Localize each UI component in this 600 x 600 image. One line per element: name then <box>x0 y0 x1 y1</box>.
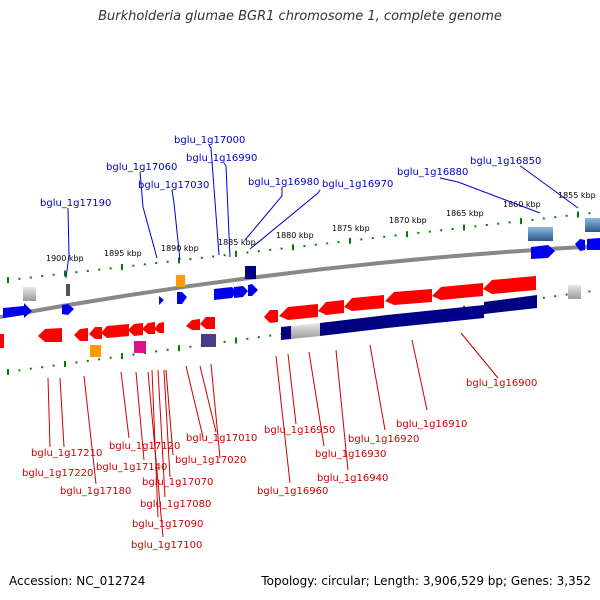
gene-label[interactable]: bglu_1g16960 <box>257 486 328 497</box>
gene-arrow-blue[interactable] <box>3 303 32 318</box>
gene-arrow-red[interactable] <box>200 317 215 329</box>
gene-label[interactable]: bglu_1g16970 <box>322 179 393 190</box>
gene-arrow-blue[interactable] <box>234 286 248 298</box>
gene-label[interactable]: bglu_1g17120 <box>109 441 180 452</box>
gene-block-grey-right[interactable] <box>568 285 581 299</box>
scale-label-1870: 1870 kbp <box>389 216 427 225</box>
scale-ticks-outer <box>7 211 591 284</box>
topology-text: Topology: circular; Length: 3,906,529 bp… <box>261 574 591 588</box>
gene-label[interactable]: bglu_1g17210 <box>31 448 102 459</box>
scale-label-1900: 1900 kbp <box>46 254 84 263</box>
gene-block-steel[interactable] <box>528 227 553 241</box>
gene-label[interactable]: bglu_1g17080 <box>140 499 211 510</box>
gene-arrow-blue[interactable] <box>214 287 237 300</box>
gene-block-navy[interactable] <box>245 266 256 279</box>
gene-label[interactable]: bglu_1g17060 <box>106 162 177 173</box>
gene-arrow-red[interactable] <box>385 289 432 305</box>
gene-label[interactable]: bglu_1g17070 <box>142 477 213 488</box>
gene-label[interactable]: bglu_1g16920 <box>348 434 419 445</box>
gene-arrow-red[interactable] <box>264 310 278 323</box>
gene-arrow-red[interactable] <box>128 323 143 336</box>
scale-label-1855: 1855 kbp <box>558 191 596 200</box>
gene-arrow-red[interactable] <box>318 300 344 315</box>
gene-arrow-red[interactable] <box>74 328 88 341</box>
gene-arrow-blue[interactable] <box>248 284 258 296</box>
gene-label[interactable]: bglu_1g16940 <box>317 473 388 484</box>
map-title: Burkholderia glumae BGR1 chromosome 1, c… <box>98 9 502 24</box>
gene-block-navy[interactable] <box>484 295 537 314</box>
gene-label[interactable]: bglu_1g16950 <box>264 425 335 436</box>
gene-block-steel-right[interactable] <box>585 218 600 232</box>
gene-label[interactable]: bglu_1g16850 <box>470 156 541 167</box>
gene-block-grey[interactable] <box>291 323 320 339</box>
gene-label[interactable]: bglu_1g16900 <box>466 378 537 389</box>
gene-block-navy[interactable] <box>320 315 387 336</box>
gene-arrow-red[interactable] <box>483 276 536 294</box>
gene-arrow-red[interactable] <box>186 319 200 330</box>
gene-arrow-blue[interactable] <box>531 245 555 259</box>
gene-label[interactable]: bglu_1g16980 <box>248 177 319 188</box>
gene-arrow-red[interactable] <box>432 283 483 300</box>
scale-label-1865: 1865 kbp <box>446 209 484 218</box>
gene-label[interactable]: bglu_1g17220 <box>22 468 93 479</box>
gene-label[interactable]: bglu_1g16990 <box>186 153 257 164</box>
gene-label[interactable]: bglu_1g17190 <box>40 198 111 209</box>
gene-block-magenta[interactable] <box>134 341 146 353</box>
gene-block-navy[interactable] <box>281 326 291 340</box>
accession-text: Accession: NC_012724 <box>9 574 146 588</box>
scale-labels: 1900 kbp 1895 kbp 1890 kbp 1885 kbp 1880… <box>46 191 596 263</box>
gene-block-grey[interactable] <box>23 287 36 301</box>
gene-label[interactable]: bglu_1g17010 <box>186 433 257 444</box>
gene-arrow-red[interactable] <box>279 304 318 320</box>
gene-arrow-red[interactable] <box>154 322 164 333</box>
lower-label-leaders <box>47 332 499 538</box>
gene-block-orange[interactable] <box>90 345 101 357</box>
scale-label-1885: 1885 kbp <box>218 238 256 247</box>
gene-arrow-red[interactable] <box>38 328 62 342</box>
gene-label[interactable]: bglu_1g17030 <box>138 180 209 191</box>
gene-label[interactable]: bglu_1g17180 <box>60 486 131 497</box>
gene-label[interactable]: bglu_1g16880 <box>397 167 468 178</box>
gene-label[interactable]: bglu_1g17090 <box>132 519 203 530</box>
gene-label[interactable]: bglu_1g16910 <box>396 419 467 430</box>
gene-arrow-red[interactable] <box>0 334 4 348</box>
scale-label-1895: 1895 kbp <box>104 249 142 258</box>
gene-arrow-blue[interactable] <box>587 238 600 250</box>
lower-strand-features <box>0 276 537 357</box>
gene-block-navy[interactable] <box>387 305 484 328</box>
scale-label-1860: 1860 kbp <box>503 200 541 209</box>
gene-arrow-red[interactable] <box>89 327 102 339</box>
scale-label-1890: 1890 kbp <box>161 244 199 253</box>
gene-arrow-red[interactable] <box>344 295 384 311</box>
scale-label-1880: 1880 kbp <box>276 231 314 240</box>
upper-strand-features <box>3 218 600 318</box>
gene-arrow-red[interactable] <box>142 322 155 334</box>
gene-label[interactable]: bglu_1g17100 <box>131 540 202 551</box>
upper-label-leaders <box>65 144 579 279</box>
upper-gene-labels: bglu_1g17190 bglu_1g17060 bglu_1g17030 b… <box>40 135 541 209</box>
gene-block-dark[interactable] <box>66 284 70 296</box>
gene-label[interactable]: bglu_1g16930 <box>315 449 386 460</box>
gene-block-orange[interactable] <box>176 275 185 287</box>
gene-arrow-red[interactable] <box>101 324 129 338</box>
gene-label[interactable]: bglu_1g17020 <box>175 455 246 466</box>
gene-label[interactable]: bglu_1g17140 <box>96 462 167 473</box>
lower-gene-labels: bglu_1g16900 bglu_1g16910 bglu_1g16920 b… <box>22 378 537 551</box>
gene-arrow-blue[interactable] <box>62 304 74 315</box>
scale-label-1875: 1875 kbp <box>332 224 370 233</box>
gene-arrow-blue[interactable] <box>177 292 187 304</box>
gene-block-purple[interactable] <box>201 334 216 347</box>
chromosome-backbone <box>0 244 600 319</box>
gene-arrow-blue[interactable] <box>575 239 585 251</box>
gene-label[interactable]: bglu_1g17000 <box>174 135 245 146</box>
gene-arrow-blue[interactable] <box>159 296 164 305</box>
